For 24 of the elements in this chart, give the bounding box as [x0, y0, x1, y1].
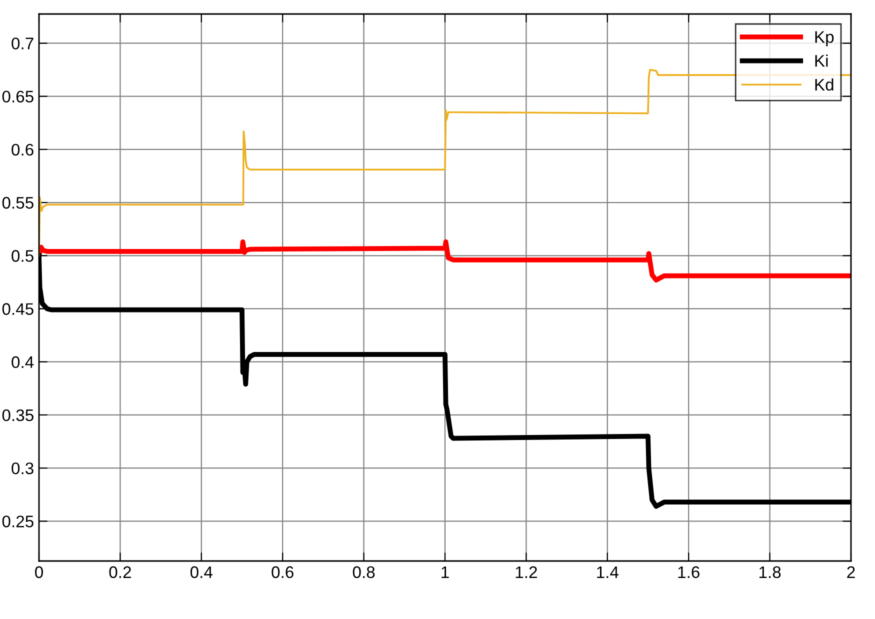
- y-tick-label: 0.55: [2, 196, 34, 209]
- y-tick-label: 0.7: [12, 38, 34, 50]
- y-tick-label: 0.4: [12, 356, 34, 368]
- y-tick-label: 0.45: [2, 303, 34, 315]
- y-tick-label: 0.6: [12, 144, 34, 156]
- x-tick-label: 0: [35, 566, 43, 578]
- y-tick-label: 0.25: [2, 516, 34, 528]
- x-tick-label: 0.8: [352, 566, 375, 578]
- x-tick-label: 1.6: [678, 566, 700, 578]
- x-tick-label: 1: [442, 566, 449, 578]
- legend-label: Kd: [815, 78, 834, 91]
- x-tick-label: 0.6: [272, 566, 294, 578]
- y-tick-label: 0.35: [2, 409, 34, 422]
- legend-label: Kp: [815, 31, 834, 46]
- legend-label: Ki: [815, 54, 828, 67]
- x-tick-label: 1.8: [759, 566, 781, 578]
- y-tick-label: 0.65: [2, 90, 34, 103]
- x-tick-label: 2: [847, 566, 855, 578]
- x-tick-label: 0.2: [109, 566, 131, 578]
- x-tick-label: 1.4: [597, 566, 618, 578]
- x-tick-label: 0.4: [190, 566, 212, 578]
- y-tick-label: 0.3: [12, 462, 34, 474]
- y-tick-label: 0.5: [12, 250, 34, 262]
- x-tick-label: 1.2: [516, 566, 537, 578]
